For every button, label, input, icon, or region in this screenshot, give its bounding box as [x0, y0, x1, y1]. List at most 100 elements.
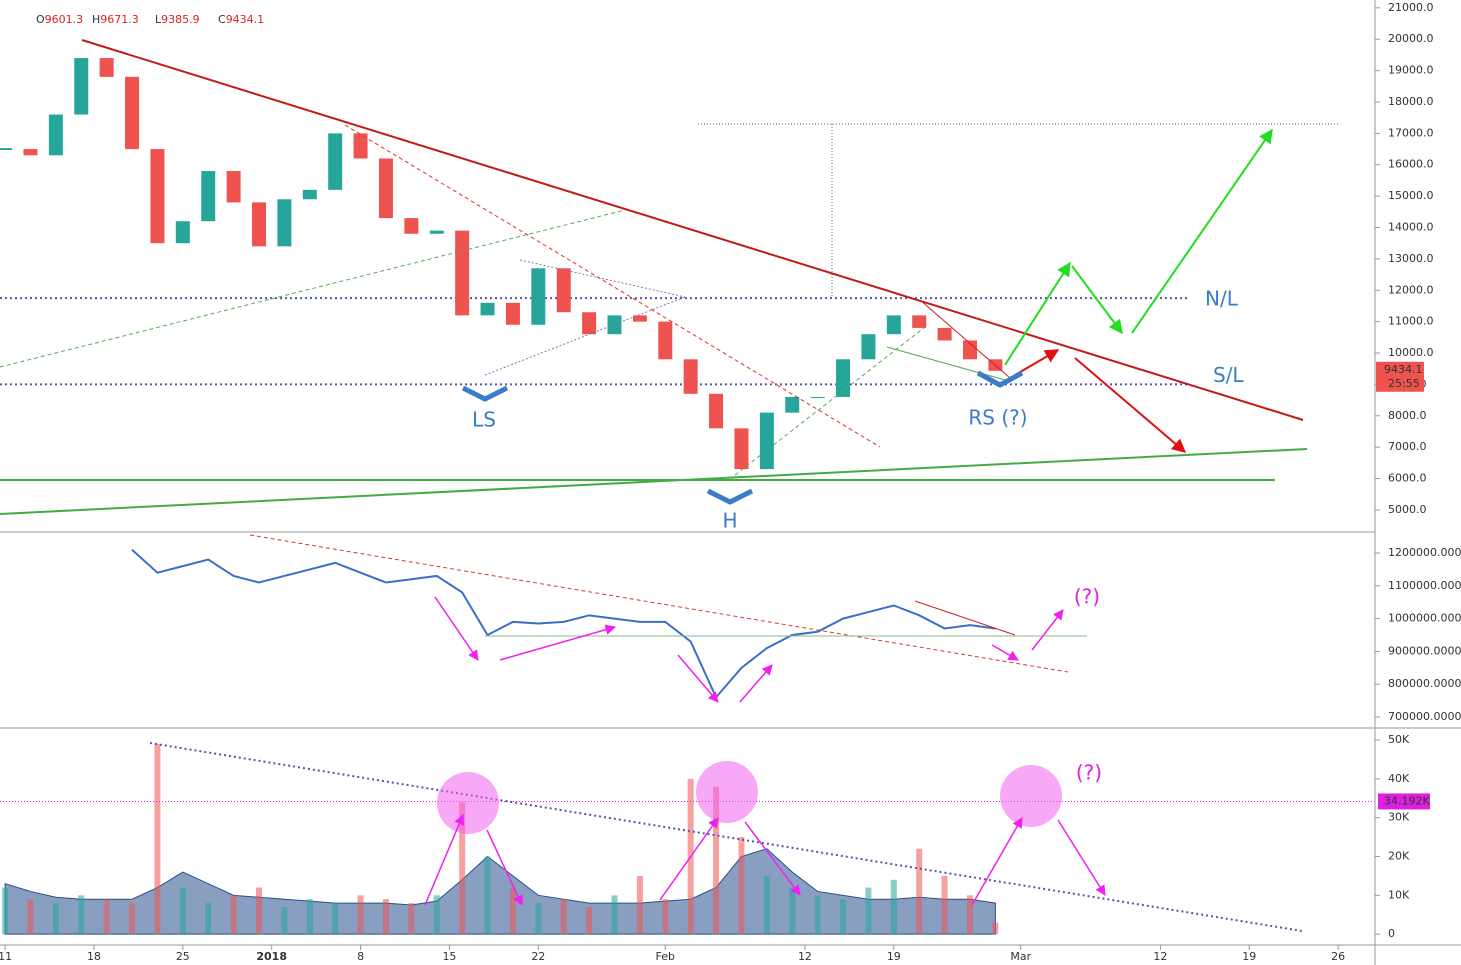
countdown: 25:55: [1388, 377, 1420, 390]
volume-bar: [179, 887, 186, 935]
volume-bar: [433, 895, 440, 935]
y-tick-label: 1100000.0000: [1388, 579, 1461, 592]
candle: [683, 359, 698, 394]
annotation: (?): [1076, 761, 1102, 785]
candle: [556, 268, 571, 313]
volume-badge: [1378, 793, 1430, 810]
candle: [277, 199, 292, 247]
volume-bar: [662, 899, 669, 935]
price-badge-label: 9434.1: [1384, 363, 1423, 376]
y-tick-label: 20000.0: [1388, 32, 1434, 45]
x-tick-label: 12: [1153, 950, 1167, 963]
x-tick-label: 25: [176, 950, 190, 963]
y-tick-label: 13000.0: [1388, 252, 1434, 265]
volume-bar: [713, 786, 720, 935]
y-tick-label: 40K: [1388, 772, 1410, 785]
candle: [861, 334, 876, 360]
volume-bar: [916, 848, 923, 935]
candle: [404, 218, 419, 234]
x-tick-label: 2018: [256, 950, 287, 963]
level-label: S/L: [1213, 363, 1244, 387]
volume-bar: [789, 887, 796, 935]
y-tick-label: 8000.0: [1388, 409, 1427, 422]
volume-bar: [332, 903, 339, 935]
y-tick-label: 800000.0000: [1388, 677, 1461, 690]
x-tick-label: 11: [0, 950, 12, 963]
volume-badge-label: 34.192K: [1384, 794, 1430, 807]
y-tick-label: 1200000.0000: [1388, 546, 1461, 559]
y-tick-label: 17000.0: [1388, 126, 1434, 139]
candle: [201, 171, 216, 222]
annotation: RS (?): [968, 406, 1027, 430]
annotation: H: [722, 509, 737, 533]
annotation: (?): [1074, 585, 1100, 609]
y-tick-label: 18000.0: [1388, 95, 1434, 108]
candle: [328, 133, 343, 190]
volume-bar: [509, 887, 516, 935]
volume-bar: [738, 837, 745, 935]
volume-bar: [840, 899, 847, 935]
volume-bar: [408, 903, 415, 935]
y-tick-label: 21000.0: [1388, 1, 1434, 14]
y-tick-label: 11000.0: [1388, 315, 1434, 328]
volume-bar: [205, 903, 212, 935]
candle: [429, 230, 444, 234]
y-tick-label: 10K: [1388, 888, 1410, 901]
ohlc-c: C9434.1: [218, 13, 264, 26]
volume-bar: [306, 899, 313, 935]
candle: [607, 315, 622, 335]
y-tick-label: 0: [1388, 927, 1395, 940]
candle: [962, 340, 977, 360]
candle: [658, 321, 673, 360]
volume-bar: [2, 887, 9, 935]
candle: [48, 114, 63, 156]
candle: [734, 428, 749, 470]
volume-bar: [992, 922, 999, 935]
volume-bar: [966, 895, 973, 935]
y-tick-label: 1000000.0000: [1388, 612, 1461, 625]
volume-bar: [459, 802, 466, 935]
y-tick-label: 30K: [1388, 811, 1410, 824]
candle: [252, 202, 267, 247]
volume-bar: [865, 887, 872, 935]
y-tick-label: 14000.0: [1388, 221, 1434, 234]
volume-bar: [129, 903, 136, 935]
x-tick-label: 18: [87, 950, 101, 963]
x-tick-label: 26: [1331, 950, 1345, 963]
volume-bar: [890, 879, 897, 935]
x-tick-label: Feb: [656, 950, 675, 963]
ohlc-l: L9385.9: [155, 13, 200, 26]
candle: [759, 412, 774, 470]
volume-bar: [52, 903, 59, 935]
y-tick-label: 12000.0: [1388, 283, 1434, 296]
candle: [912, 315, 927, 328]
y-tick-label: 19000.0: [1388, 64, 1434, 77]
volume-bar: [636, 875, 643, 935]
x-tick-label: 8: [357, 950, 364, 963]
candle: [125, 76, 140, 150]
candle: [226, 171, 241, 203]
y-tick-label: 15000.0: [1388, 189, 1434, 202]
x-tick-label: 22: [531, 950, 545, 963]
volume-bar: [560, 899, 567, 935]
candle: [785, 396, 800, 413]
drawings: [0, 39, 1338, 932]
y-tick-label: 10000.0: [1388, 346, 1434, 359]
volume-bar: [27, 899, 34, 935]
candle: [810, 396, 825, 398]
volume-bar: [256, 887, 263, 935]
annotation: LS: [472, 408, 496, 432]
volume-bar: [814, 895, 821, 935]
y-tick-label: 20K: [1388, 850, 1410, 863]
candle: [353, 133, 368, 159]
y-tick-label: 5000.0: [1388, 503, 1427, 516]
volume-bar: [535, 903, 542, 935]
volume-bar: [281, 906, 288, 935]
volume-bar: [78, 895, 85, 935]
volume-bar: [382, 899, 389, 935]
candle: [175, 221, 190, 244]
volume-bar: [941, 875, 948, 935]
candle: [150, 149, 165, 244]
candle: [378, 158, 393, 219]
